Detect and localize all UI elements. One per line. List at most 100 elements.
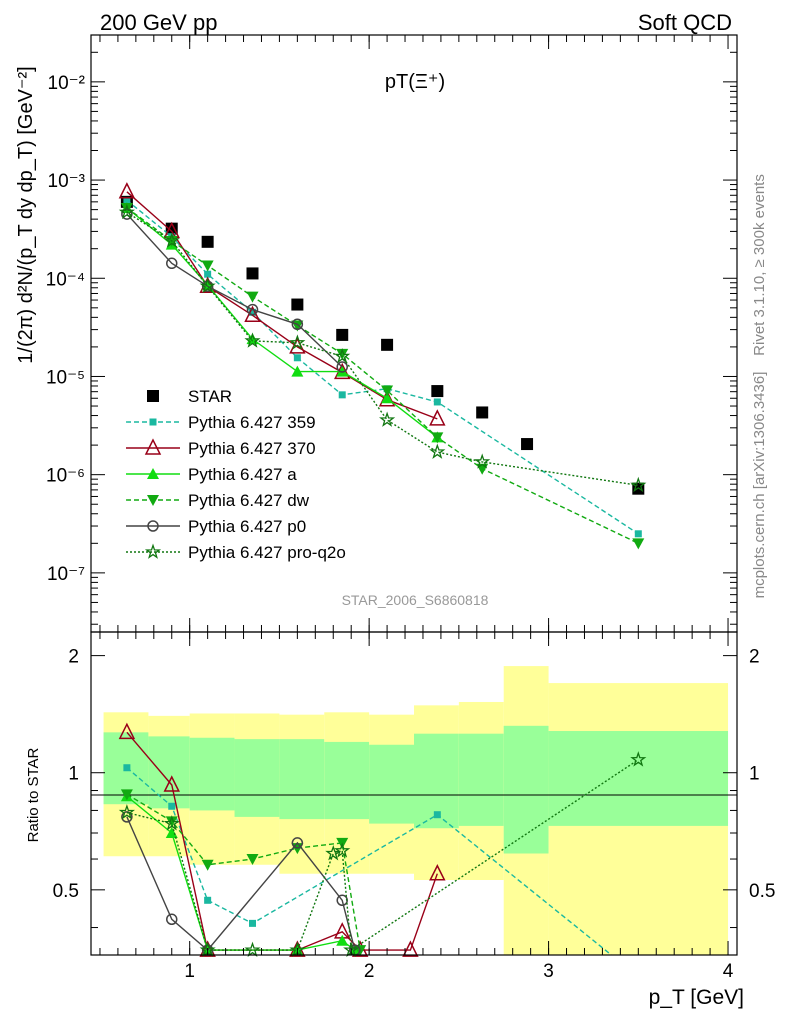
marker-triangle-down	[431, 432, 444, 444]
ratio-y-tick-label-right: 1	[749, 764, 760, 785]
marker-square	[431, 385, 444, 398]
ratio-band-inner	[279, 739, 325, 820]
marker-square	[476, 406, 489, 419]
marker-star-open	[244, 941, 261, 958]
marker-star-open	[118, 203, 135, 220]
marker-triangle-up	[336, 934, 349, 946]
marker-square	[381, 338, 394, 351]
marker-star-open	[325, 845, 342, 861]
marker-triangle-down	[246, 854, 259, 866]
marker-triangle-up	[336, 365, 349, 377]
marker-square	[433, 811, 441, 819]
series-line	[126, 207, 438, 438]
marker-triangle-down	[201, 859, 214, 871]
marker-star-open	[334, 347, 351, 364]
marker-circle-open	[147, 520, 159, 532]
y-tick-label: 10⁻³	[48, 171, 86, 192]
ratio-band-inner	[148, 736, 190, 809]
legend-entry-p370: Pythia 6.427 370	[126, 438, 316, 458]
ratio-y-tick-label: 2	[68, 647, 79, 668]
x-tick-label: 2	[364, 961, 375, 982]
marker-square	[293, 354, 301, 362]
marker-circle-open	[121, 208, 133, 220]
marker-triangle-up	[165, 826, 178, 838]
side-mcplots: mcplots.cern.ch [arXiv:1306.3436]	[751, 372, 768, 599]
marker-square	[246, 267, 259, 280]
y-tick-label: 10⁻²	[48, 73, 86, 94]
marker-triangle-open	[244, 305, 261, 323]
marker-square	[123, 764, 131, 772]
marker-square	[336, 328, 349, 341]
x-tick-label: 1	[184, 961, 195, 982]
series-line	[126, 211, 639, 486]
marker-triangle-down	[165, 816, 178, 828]
curves	[118, 182, 647, 958]
legend-entry-p0: Pythia 6.427 p0	[126, 517, 306, 536]
y-tick-label: 10⁻⁵	[46, 367, 85, 388]
marker-circle-open	[166, 257, 178, 270]
marker-triangle-open	[429, 864, 446, 881]
marker-circle-open	[121, 811, 133, 823]
series-proq2o	[118, 203, 647, 493]
ratio-y-tick-label-right: 2	[749, 647, 760, 668]
ratio-band-inner	[503, 725, 549, 854]
marker-triangle-down	[120, 789, 133, 801]
marker-square	[634, 530, 642, 538]
legend-entry-a: Pythia 6.427 a	[126, 465, 297, 484]
ratio-band-inner	[189, 737, 235, 811]
marker-star-open	[163, 232, 180, 248]
marker-square	[168, 802, 176, 810]
marker-star-open	[334, 842, 351, 858]
marker-triangle-down	[476, 463, 489, 475]
ratio-line	[126, 767, 612, 956]
series-p370	[118, 182, 446, 426]
ratio-band-inner	[234, 739, 280, 817]
marker-triangle-up	[381, 392, 394, 404]
marker-triangle-down	[381, 385, 394, 397]
y-tick-label: 10⁻⁴	[46, 269, 85, 290]
ratio-band-inner	[458, 733, 504, 826]
marker-star-open	[429, 443, 446, 459]
y-tick-label: 10⁻⁶	[46, 466, 85, 487]
marker-square	[204, 270, 212, 278]
marker-square	[165, 222, 178, 235]
marker-circle-open	[246, 303, 259, 316]
ratio-series-p359	[123, 764, 612, 956]
ratio-band-inner	[324, 741, 370, 820]
ratio-series-p0	[121, 811, 361, 956]
ratio-bands	[103, 666, 729, 955]
legend-label: Pythia 6.427 dw	[188, 491, 310, 510]
marker-square	[521, 438, 534, 451]
marker-star-open	[199, 277, 216, 294]
chart-title: pT(Ξ⁺)	[385, 71, 445, 93]
y-tick-label: 10⁻⁷	[47, 564, 85, 585]
marker-triangle-open	[429, 409, 446, 426]
legend: STAR Pythia 6.427 359 Pythia 6.427 370 Pyth…	[126, 387, 346, 562]
marker-circle-open	[291, 837, 304, 849]
marker-triangle-open	[118, 182, 136, 199]
marker-star-open	[163, 815, 180, 831]
ratio-line	[126, 816, 356, 952]
marker-triangle-open	[199, 276, 216, 293]
legend-label: Pythia 6.427 359	[188, 413, 316, 432]
marker-square	[149, 418, 157, 426]
marker-triangle-open	[199, 940, 216, 957]
marker-star-open	[379, 411, 396, 427]
legend-label: Pythia 6.427 pro-q2o	[188, 543, 346, 562]
ratio-frame	[90, 631, 738, 956]
marker-star-open	[630, 751, 647, 767]
series-line	[126, 207, 639, 544]
marker-triangle-up	[291, 365, 304, 377]
marker-square	[204, 896, 212, 904]
ratio-y-tick-label: 1	[68, 764, 79, 785]
marker-triangle-open	[402, 940, 419, 957]
marker-triangle-open	[163, 775, 180, 792]
marker-square	[123, 196, 131, 204]
watermark: STAR_2006_S6860818	[342, 592, 489, 608]
marker-triangle-down	[336, 348, 349, 360]
header-right: Soft QCD	[638, 10, 732, 35]
x-tick-label: 3	[543, 961, 554, 982]
marker-square	[291, 298, 304, 311]
axis-ticks: 1 2 3 4 10⁻⁷ 10⁻⁶ 10⁻⁵ 10⁻⁴ 10⁻³ 10⁻² 0.5 0.5 1 1 2 2	[46, 34, 775, 982]
ratio-band-inner	[548, 731, 729, 826]
